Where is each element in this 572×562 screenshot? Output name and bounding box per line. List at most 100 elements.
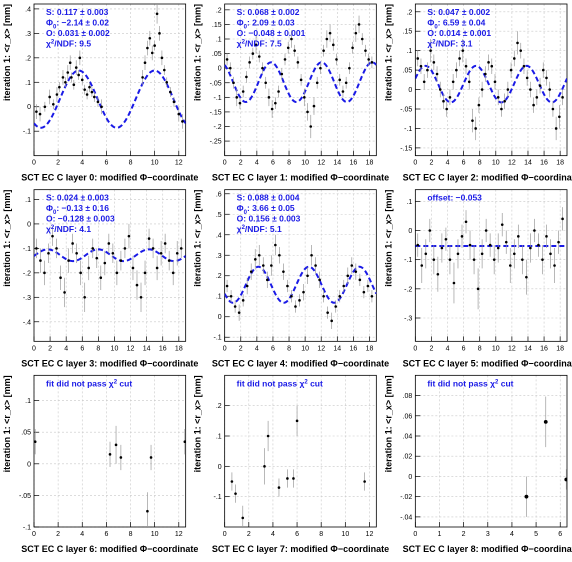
data-point <box>325 37 329 41</box>
x-tick-label: 8 <box>287 345 291 352</box>
panel-6: 0 2 4 6 8 10 12 -.1 -.05 0 .05 .1 SCT EC C layer 6: … <box>2 374 198 554</box>
y-tick-label: .5 <box>216 212 222 219</box>
data-point <box>179 247 183 250</box>
data-point <box>561 96 564 99</box>
fit-curve <box>34 69 186 129</box>
data-point <box>455 68 458 72</box>
panel-7: 0 2 4 6 8 10 12 -.1 0 .1 .2 SCT EC C layer 7: modif… <box>193 374 389 554</box>
data-point <box>108 453 112 456</box>
x-tick-label: 12 <box>366 531 374 538</box>
fit-annotation: Φ0: 2.09 ± 0.03 <box>237 18 295 31</box>
y-axis-label: iteration 1: <r_x> [mm] <box>2 375 12 472</box>
x-tick-label: 0 <box>32 160 36 167</box>
data-point <box>529 246 532 250</box>
data-point <box>326 311 329 314</box>
data-point <box>172 100 176 104</box>
data-point <box>35 110 38 113</box>
fit-annotation: χ2/NDF: 9.5 <box>46 39 91 49</box>
x-tick-label: 6 <box>271 345 275 352</box>
fit-curve <box>34 248 186 263</box>
data-point <box>80 78 84 82</box>
y-tick-label: -.1 <box>404 126 412 133</box>
data-point <box>335 58 338 61</box>
data-point <box>519 49 523 52</box>
data-point <box>422 80 426 84</box>
data-point <box>516 41 519 45</box>
data-point <box>492 258 496 261</box>
x-tick-label: 3 <box>486 531 490 538</box>
data-point <box>319 66 322 70</box>
data-point <box>149 456 153 459</box>
x-tick-label: 10 <box>151 160 159 167</box>
data-point <box>146 509 149 513</box>
data-point <box>38 112 42 116</box>
data-point <box>286 284 289 288</box>
data-point <box>99 276 103 280</box>
data-point <box>438 88 442 91</box>
panel-2: 0 2 4 6 8 10 12 14 16 18 -.15 -.1 -.05 0 .05 .1 .15 .2 SCT… <box>383 3 572 183</box>
data-point <box>270 107 274 111</box>
x-tick-label: 2 <box>239 345 243 352</box>
fit-annotation: χ2/NDF: 4.1 <box>46 224 91 234</box>
data-point <box>302 290 305 294</box>
data-point <box>87 266 91 270</box>
data-point <box>472 258 476 261</box>
data-layer <box>224 234 377 330</box>
data-point <box>169 90 172 94</box>
y-tick-label: -.05 <box>19 493 31 500</box>
x-tick-label: 12 <box>508 345 516 352</box>
data-point <box>119 456 123 459</box>
data-point <box>348 66 351 70</box>
data-point <box>146 46 149 50</box>
y-tick-label: .05 <box>21 430 31 437</box>
data-point <box>456 252 460 256</box>
data-point <box>229 294 233 298</box>
y-tick-label: -.1 <box>213 494 221 501</box>
y-tick-label: -.1 <box>404 257 412 264</box>
data-point <box>90 90 94 94</box>
x-tick-label: 10 <box>301 345 309 352</box>
data-point <box>448 258 452 261</box>
data-point <box>296 61 300 64</box>
data-point <box>123 247 127 250</box>
data-point <box>338 294 342 298</box>
x-tick-label: 2 <box>56 160 60 167</box>
data-point <box>143 271 147 275</box>
data-point <box>551 107 555 111</box>
data-point <box>241 299 245 302</box>
data-point <box>253 258 257 261</box>
x-axis-label: SCT EC C layer 6: modified Φ−coordinate <box>21 544 198 554</box>
x-tick-label: 4 <box>255 160 259 167</box>
fit-annotation: S: 0.068 ± 0.002 <box>237 7 300 17</box>
data-point <box>267 96 271 99</box>
data-point <box>493 80 497 84</box>
y-tick-label: .2 <box>216 273 222 280</box>
data-point <box>292 477 295 480</box>
y-tick-label: 0 <box>408 228 412 235</box>
data-point <box>442 99 445 103</box>
data-point <box>476 287 480 291</box>
x-tick-label: 16 <box>350 160 358 167</box>
data-point <box>370 61 374 64</box>
y-tick-label: .1 <box>216 434 222 441</box>
data-point <box>151 247 155 250</box>
data-point <box>303 96 306 99</box>
data-point <box>508 264 512 267</box>
data-point <box>257 253 261 257</box>
x-tick-label: 10 <box>301 160 309 167</box>
data-point <box>55 93 59 96</box>
x-tick-label: 2 <box>429 345 433 352</box>
data-point <box>452 281 456 285</box>
data-point <box>79 271 82 275</box>
data-point <box>148 36 152 40</box>
y-axis-label: iteration 1: <r_x> [mm] <box>383 375 393 472</box>
y-tick-label: -.2 <box>213 124 221 131</box>
fit-annotation: Φ0: −0.13 ± 0.16 <box>46 203 109 216</box>
data-point <box>163 242 167 245</box>
data-point <box>448 96 452 99</box>
x-axis-label: SCT EC C layer 3: modified Φ−coordinate <box>21 358 198 368</box>
fit-annotation: O: −0.128 ± 0.003 <box>46 214 115 224</box>
data-point <box>474 127 477 130</box>
data-point <box>225 284 229 288</box>
data-layer <box>230 405 366 528</box>
